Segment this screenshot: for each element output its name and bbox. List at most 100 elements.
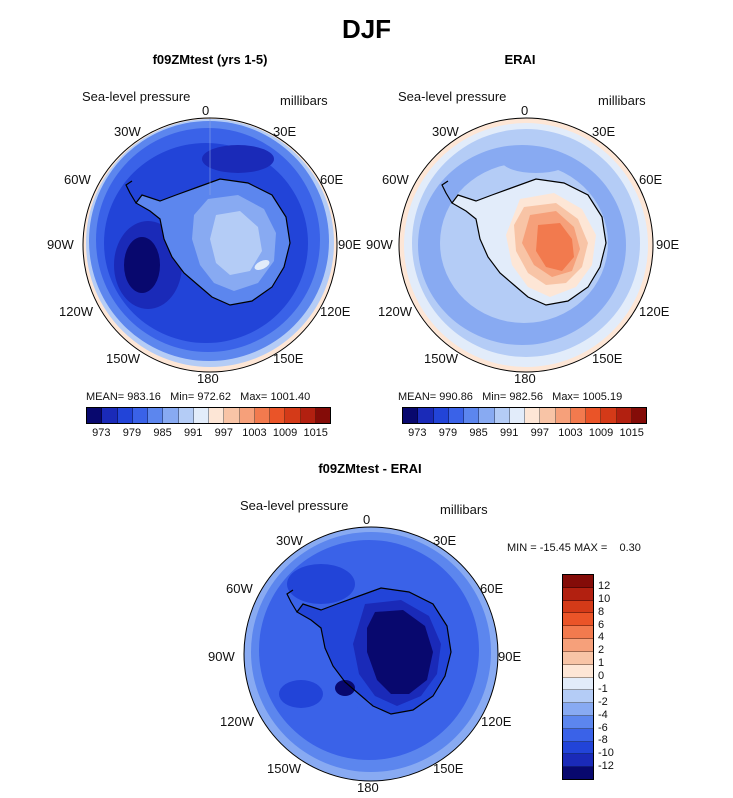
p1-colorbar-tick-label: 1015 (303, 427, 328, 439)
p2-lon-90e: 90E (656, 237, 680, 252)
p3-lon-60e: 60E (480, 581, 504, 596)
p2-colorbar-swatch (601, 408, 617, 423)
p2-colorbar (402, 407, 647, 424)
p1-lon-150e: 150E (273, 351, 304, 366)
p1-colorbar-swatch (193, 408, 209, 423)
p1-lon-0: 0 (202, 103, 210, 118)
p3-colorbar-tick-label: -12 (598, 760, 614, 773)
panel-2-title: ERAI (504, 52, 536, 67)
p1-lon-90w: 90W (47, 237, 74, 252)
p2-colorbar-swatch (586, 408, 602, 423)
p1-colorbar-swatch (148, 408, 164, 423)
p1-peninsula (125, 180, 137, 204)
p3-colorbar-swatch (563, 703, 593, 716)
p3-lon-30w: 30W (276, 533, 303, 548)
p2-colorbar-tick-label: 1003 (558, 427, 583, 439)
p1-colorbar-swatch (102, 408, 118, 423)
p1-colorbar-swatch (209, 408, 225, 423)
panel-3-variable: Sea-level pressure (240, 498, 349, 513)
p3-lon-180: 180 (357, 780, 379, 795)
p2-lon-90w: 90W (366, 237, 393, 252)
p1-plateau-inner (210, 211, 262, 275)
p1-colorbar-swatch (315, 408, 330, 423)
panel-1-units: millibars (280, 93, 328, 108)
p2-colorbar-swatch (631, 408, 646, 423)
p2-mean-label: MEAN= (398, 391, 437, 403)
p1-colorbar-tick-label: 1003 (242, 427, 267, 439)
p3-colorbar-tick-label: 0 (598, 670, 605, 682)
p3-colorbar-swatch (563, 613, 593, 627)
p3-colorbar-swatch (563, 664, 593, 678)
p3-colorbar-swatch (563, 626, 593, 640)
p1-lon-180: 180 (197, 371, 219, 386)
p1-colorbar-swatch (285, 408, 301, 423)
p3-colorbar-tick-label: 4 (598, 631, 605, 644)
p2-colorbar-tick-label: 991 (500, 427, 519, 439)
p1-colorbar-swatch (270, 408, 286, 423)
p1-colorbar-swatch (300, 408, 316, 423)
p1-colorbar-tick-label: 985 (153, 427, 172, 439)
p1-lon-90e: 90E (338, 237, 362, 252)
p2-stats: MEAN= 990.86 Min= 982.56 Max= 1005.19 (398, 391, 622, 403)
p3-colorbar-swatch (563, 677, 593, 691)
p1-max-value: 1001.40 (270, 391, 311, 403)
p2-mean-value: 990.86 (439, 391, 473, 403)
p2-colorbar-tick-label: 1009 (588, 427, 614, 439)
p3-minmax: MIN = -15.45 MAX = 0.30 (507, 542, 641, 554)
p3-colorbar-tick-label: 2 (598, 644, 605, 657)
p3-colorbar-swatch (563, 639, 593, 652)
p1-colorbar-tick-label: 997 (214, 427, 233, 439)
p3-colorbar-tick-label: -2 (598, 695, 608, 708)
p3-lon-90w: 90W (208, 649, 235, 664)
p3-coastline (296, 587, 452, 715)
p3-lon-150e: 150E (433, 761, 464, 776)
p2-coastline (451, 178, 607, 306)
p3-colorbar-tick-label: -10 (598, 747, 614, 760)
p1-colorbar-swatch (239, 408, 255, 423)
p2-lon-180: 180 (514, 371, 536, 386)
p2-colorbar-swatch (494, 408, 510, 423)
p3-lon-0: 0 (363, 512, 371, 527)
p2-lon-30w: 30W (432, 124, 459, 139)
p1-colorbar (86, 407, 331, 424)
p3-lon-60w: 60W (226, 581, 253, 596)
p3-colorbar-tick-label: -6 (598, 721, 608, 734)
p1-stats: MEAN= 983.16 Min= 972.62 Max= 1001.40 (86, 391, 310, 403)
p3-colorbar-tick-label: 1 (598, 657, 605, 670)
p2-min-label: Min= (482, 391, 507, 403)
p1-colorbar-swatch (178, 408, 194, 423)
p2-colorbar-tick-label: 997 (530, 427, 549, 439)
p1-colorbar-tick-label: 973 (92, 427, 111, 439)
p2-min-value: 982.56 (509, 391, 543, 403)
p2-colorbar-swatch (616, 408, 632, 423)
p2-lon-60w: 60W (382, 172, 409, 187)
p2-colorbar-tick-label: 973 (408, 427, 427, 439)
p3-interior-2 (367, 610, 433, 694)
panel-1-title: f09ZMtest (yrs 1-5) (152, 52, 268, 67)
p3-colorbar-tick-label: -8 (598, 734, 608, 747)
p2-colorbar-swatch (418, 408, 434, 423)
p3-lon-150w: 150W (267, 761, 301, 776)
p1-colorbar-swatch (163, 408, 179, 423)
p1-mean-value: 983.16 (127, 391, 161, 403)
p2-lon-30e: 30E (592, 124, 616, 139)
p3-colorbar-swatch (563, 754, 593, 768)
p2-colorbar-swatch (464, 408, 480, 423)
p3-colorbar-tick-label: -4 (598, 708, 608, 721)
p3-lon-90e: 90E (498, 649, 522, 664)
p2-colorbar-swatch (479, 408, 495, 423)
p1-lon-120w: 120W (59, 304, 93, 319)
p1-lon-30e: 30E (273, 124, 297, 139)
p3-colorbar-swatch (563, 575, 593, 588)
p3-colorbar-swatch (563, 651, 593, 665)
p1-colorbar-swatch (224, 408, 240, 423)
panel-2-map (398, 117, 654, 373)
p1-max-label: Max= (240, 391, 268, 403)
page-title: DJF (341, 14, 392, 44)
p3-ross-spot (335, 680, 355, 696)
p1-lon-60e: 60E (320, 172, 344, 187)
panel-2-variable: Sea-level pressure (398, 89, 507, 104)
p1-colorbar-swatch (87, 408, 103, 423)
panel-3-title: f09ZMtest - ERAI (318, 461, 422, 476)
p1-colorbar-tick-label: 979 (122, 427, 142, 439)
